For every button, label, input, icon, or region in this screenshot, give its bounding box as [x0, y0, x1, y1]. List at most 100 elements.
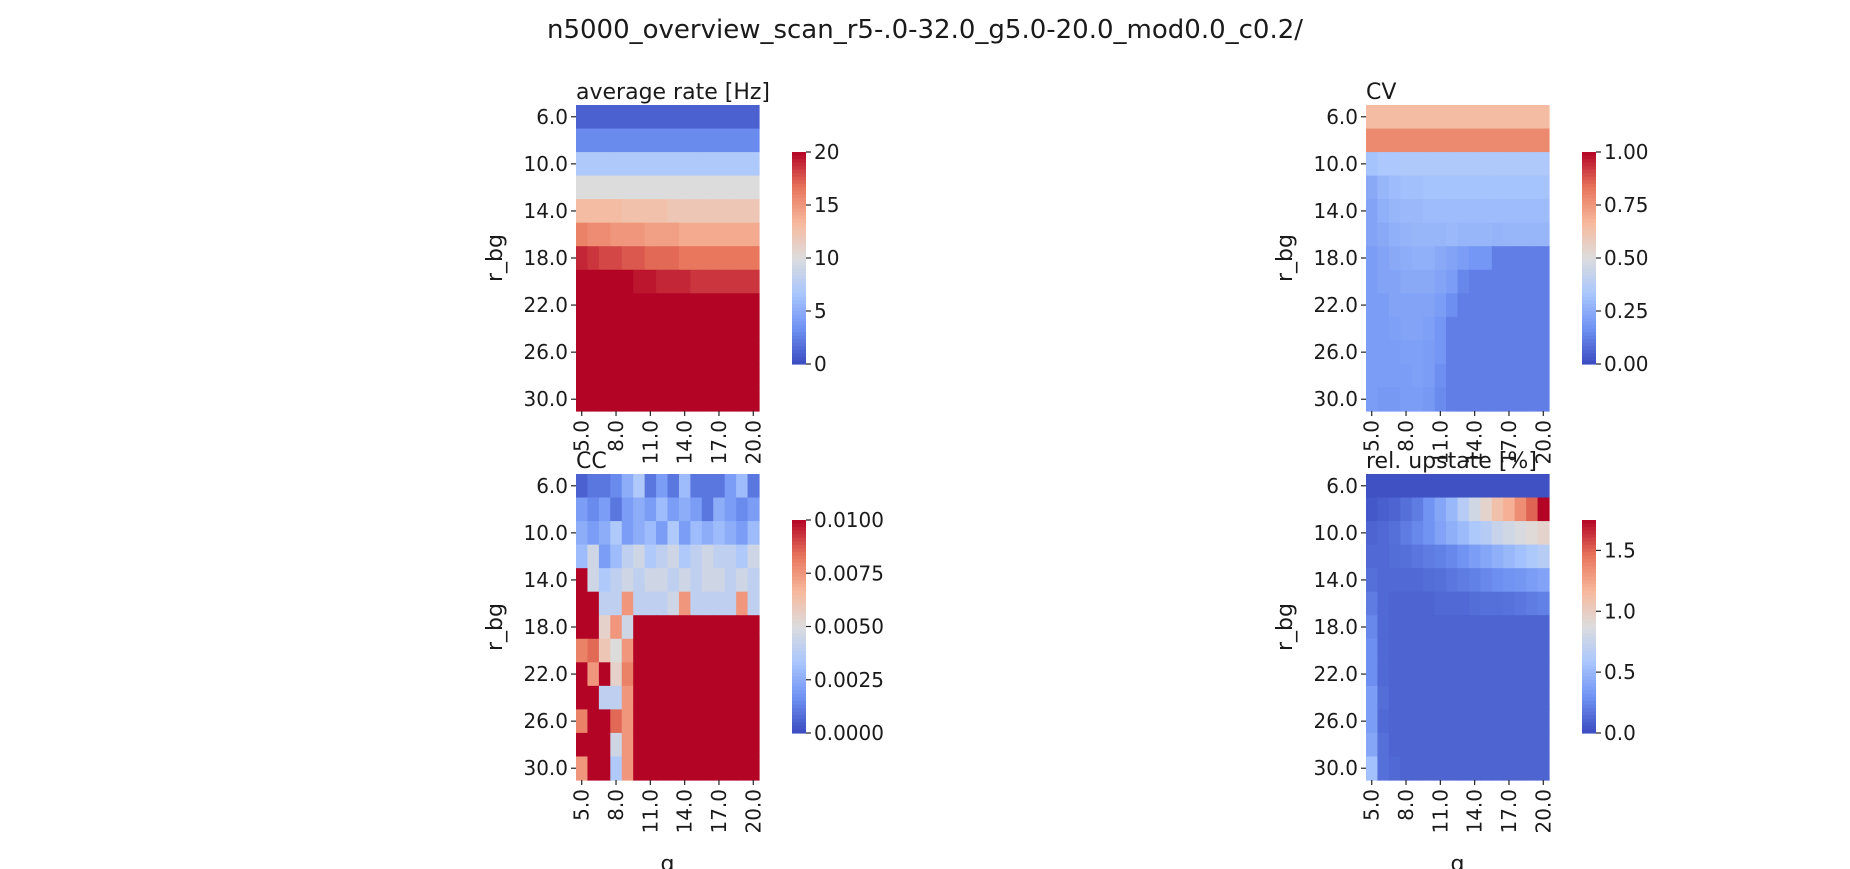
heatmap-cell — [1446, 521, 1459, 546]
heatmap-cell — [724, 497, 737, 522]
colorbar-segment — [792, 722, 806, 727]
heatmap-cell — [1491, 615, 1504, 640]
heatmap-cell — [610, 756, 623, 781]
heatmap-cell — [656, 732, 669, 758]
heatmap-cell — [1446, 568, 1459, 593]
heatmap-cell — [1457, 363, 1470, 389]
heatmap-cell — [690, 340, 703, 365]
colorbar-segment — [792, 215, 806, 220]
heatmap-cell — [656, 387, 669, 412]
heatmap-cell — [690, 544, 703, 569]
colorbar-segment — [1582, 633, 1596, 638]
colorbar-segment — [792, 548, 806, 553]
heatmap-cell — [724, 591, 737, 616]
y-tick-label: 6.0 — [536, 105, 568, 129]
heatmap-cell — [644, 293, 657, 318]
colorbar-segment — [792, 633, 806, 638]
heatmap-cell — [701, 293, 714, 318]
colorbar-segment — [792, 233, 806, 238]
heatmap-cell — [621, 497, 634, 522]
colorbar-segment — [1582, 346, 1596, 351]
heatmap-cell — [610, 521, 623, 546]
heatmap-cell — [1446, 387, 1459, 412]
heatmap-cell — [1434, 544, 1447, 569]
heatmap-cell — [690, 293, 703, 318]
heatmap-cell — [1457, 316, 1470, 341]
heatmap-cell — [656, 222, 669, 247]
colorbar-segment — [792, 187, 806, 192]
heatmap-cell — [656, 685, 669, 710]
heatmap-cell — [598, 521, 611, 546]
heatmap-cell — [690, 591, 703, 616]
heatmap-cell — [1400, 568, 1413, 593]
colorbar-segment — [792, 520, 806, 525]
heatmap-cell — [1537, 756, 1550, 781]
colorbar-segment — [1582, 187, 1596, 192]
y-tick-label: 30.0 — [523, 387, 568, 411]
heatmap-cell — [713, 638, 726, 663]
heatmap-cell — [701, 591, 714, 616]
heatmap-cell — [1514, 662, 1527, 687]
heatmap-cell — [1423, 685, 1436, 710]
heatmap-cell — [1400, 474, 1413, 499]
heatmap-cell — [633, 222, 646, 247]
heatmap-cell — [1503, 199, 1516, 224]
heatmap-cell — [1411, 544, 1424, 569]
colorbar-segment — [1582, 722, 1596, 727]
y-tick-label: 26.0 — [1313, 340, 1358, 364]
heatmap-cell — [1480, 175, 1493, 200]
heatmap-cell — [1377, 521, 1390, 546]
heatmap-cell — [1446, 497, 1459, 522]
heatmap-cell — [1366, 293, 1379, 318]
colorbar-segment — [792, 212, 806, 217]
heatmap-cell — [1388, 246, 1401, 271]
heatmap-cell — [701, 175, 714, 200]
colorbar-segment — [792, 551, 806, 557]
y-tick-label: 22.0 — [1313, 662, 1358, 686]
heatmap-cell — [1503, 638, 1516, 663]
heatmap-cell — [1491, 568, 1504, 593]
heatmap-cell — [1434, 316, 1447, 341]
heatmap-cell — [1491, 152, 1504, 177]
heatmap-cell — [1537, 615, 1550, 640]
colorbar-segment — [792, 562, 806, 567]
heatmap-cell — [747, 756, 760, 781]
colorbar-segment — [1582, 555, 1596, 560]
heatmap-cell — [1400, 246, 1413, 271]
heatmap-cell — [1446, 709, 1459, 734]
heatmap-cell — [656, 615, 669, 640]
heatmap-cell — [667, 387, 680, 412]
x-tick-label: 14.0 — [673, 789, 697, 834]
heatmap-cell — [1480, 732, 1493, 758]
heatmap-cell — [1480, 222, 1493, 247]
heatmap-cell — [1400, 269, 1413, 294]
colorbar-segment — [1582, 551, 1596, 557]
y-tick-label: 22.0 — [1313, 293, 1358, 317]
heatmap-cell — [633, 638, 646, 663]
colorbar-segment — [1582, 591, 1596, 596]
colorbar-segment — [792, 619, 806, 624]
heatmap-cell — [1491, 269, 1504, 294]
heatmap-cell — [1446, 544, 1459, 569]
heatmap-cell — [1366, 709, 1379, 734]
colorbar-segment — [792, 626, 806, 631]
heatmap-cell — [1457, 340, 1470, 365]
heatmap-cell — [690, 152, 703, 177]
colorbar-tick-label: 0.0100 — [814, 508, 884, 532]
heatmap-cell — [690, 568, 703, 593]
heatmap-cell — [1537, 316, 1550, 341]
heatmap-cell — [1468, 316, 1481, 341]
heatmap-cell — [1457, 152, 1470, 177]
colorbar-segment — [1582, 307, 1596, 312]
heatmap-cell — [633, 568, 646, 593]
heatmap-cell — [701, 568, 714, 593]
heatmap-cell — [1388, 591, 1401, 616]
heatmap-cell — [1388, 474, 1401, 499]
heatmap-cell — [1537, 152, 1550, 177]
colorbar-segment — [792, 630, 806, 635]
colorbar-tick-label: 0.25 — [1604, 299, 1649, 323]
heatmap-cell — [1446, 316, 1459, 341]
heatmap-cell — [678, 615, 691, 640]
heatmap-cell — [1446, 199, 1459, 224]
heatmap-cell — [1377, 685, 1390, 710]
